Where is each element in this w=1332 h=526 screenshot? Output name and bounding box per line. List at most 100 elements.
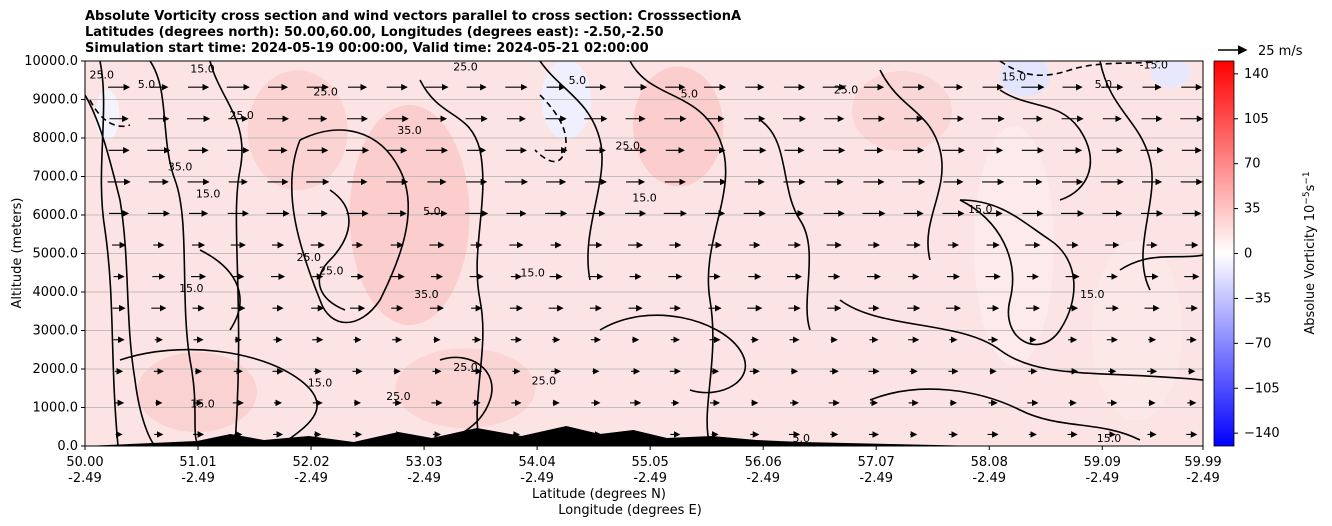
y-tick-label: 7000.0 — [33, 170, 79, 185]
wind-vectors — [107, 83, 1203, 438]
x-tick-label-lon: -2.49 — [68, 471, 102, 486]
contour-line — [419, 79, 484, 446]
field-patch — [973, 125, 1054, 366]
colorbar-label-unit: s — [1303, 184, 1318, 191]
y-tick-label: 10000.0 — [24, 54, 78, 69]
contour-line — [759, 119, 811, 331]
contour-label: 35.0 — [397, 124, 422, 137]
contour-line-negative — [999, 61, 1161, 77]
field-patch — [1150, 61, 1191, 88]
colorbar-tick-label: 140 — [1244, 67, 1269, 82]
contour-line-negative — [89, 99, 131, 127]
contour-line — [119, 348, 318, 446]
x-tick-label-lon: -2.49 — [181, 471, 215, 486]
colorbar-tick-label: −140 — [1244, 426, 1280, 441]
contour-label: 25.0 — [453, 61, 478, 74]
contour-label: 25.0 — [532, 374, 557, 387]
colorbar-tick-label: 0 — [1244, 247, 1252, 262]
contour-label: 25.0 — [834, 84, 859, 97]
contour-labels: 25.0 5.0 15.0 25.0 25.0 35.0 25.0 5.0 5.0 25.0 25.… — [90, 59, 1168, 445]
chart-title-line-3: Simulation start time: 2024-05-19 00:00:… — [85, 41, 649, 56]
contour-label: 15.0 — [1097, 432, 1122, 445]
x-tick-label-lon: -2.49 — [972, 471, 1006, 486]
contour-label: 25.0 — [90, 68, 115, 81]
contour-line — [290, 129, 409, 324]
y-tick-label: 2000.0 — [33, 362, 79, 377]
y-tick-label: 5000.0 — [33, 247, 79, 262]
x-tick-label-lat: 55.05 — [632, 455, 669, 470]
contour-label: 25.0 — [453, 361, 478, 374]
y-tick-label: 8000.0 — [33, 131, 79, 146]
contour-label: 15.0 — [196, 188, 221, 201]
x-tick-label-lat: 59.09 — [1084, 455, 1121, 470]
y-axis-label: Altitude (meters) — [10, 198, 25, 309]
field-patch — [633, 66, 724, 187]
contour-line — [318, 189, 350, 311]
contour-label: 15.0 — [968, 203, 993, 216]
contour-line — [1099, 61, 1153, 291]
colorbar — [1214, 61, 1234, 446]
contour-line — [869, 388, 1141, 441]
field-patch — [851, 71, 952, 152]
y-tick-label: 4000.0 — [33, 285, 79, 300]
contour-label: 5.0 — [569, 74, 587, 87]
colorbar-tick-label: −35 — [1244, 291, 1271, 306]
contour-label: 15.0 — [190, 398, 215, 411]
x-axis: 50.00-2.4951.01-2.4952.02-2.4953.03-2.49… — [66, 446, 1222, 486]
contour-line — [199, 249, 241, 331]
colorbar-label: Absolue Vorticity 10−5s−1 — [1302, 171, 1318, 334]
x-tick-label-lon: -2.49 — [859, 471, 893, 486]
colorbar-label-exp2: −1 — [1302, 171, 1312, 184]
colorbar-tick-label: −70 — [1244, 336, 1271, 351]
quiver-key-label: 25 m/s — [1258, 44, 1303, 59]
x-tick-label-lat: 56.06 — [745, 455, 782, 470]
contour-line — [1119, 254, 1203, 271]
colorbar-tick-label: 70 — [1244, 157, 1261, 172]
contour-label: 25.0 — [313, 86, 338, 99]
contour-label: 15.0 — [179, 282, 204, 295]
y-tick-label: 9000.0 — [33, 93, 79, 108]
y-tick-label: 3000.0 — [33, 324, 79, 339]
x-tick-label-lat: 57.07 — [858, 455, 895, 470]
x-tick-label-lon: -2.49 — [746, 471, 780, 486]
contour-line — [839, 299, 1203, 381]
contour-label: 25.0 — [319, 265, 344, 278]
x-tick-label-lon: -2.49 — [294, 471, 328, 486]
contour-label: 5.0 — [1095, 78, 1113, 91]
contour-line — [209, 61, 243, 446]
x-tick-label-lat: 53.03 — [405, 455, 442, 470]
contour-label: 5.0 — [792, 432, 810, 445]
y-tick-label: 0.0 — [57, 439, 78, 454]
contour-label: 25.0 — [616, 140, 641, 153]
field-patch — [395, 348, 536, 429]
x-tick-label-lon: -2.49 — [633, 471, 667, 486]
contour-line — [879, 69, 943, 261]
contour-label: 15.0 — [520, 267, 545, 280]
x-tick-label-lon: -2.49 — [520, 471, 554, 486]
contour-label: 25.0 — [229, 109, 254, 122]
contour-label: 15.0 — [1002, 70, 1027, 83]
x-tick-label-lon: -2.49 — [407, 471, 441, 486]
x-tick-label-lat: 50.00 — [66, 455, 103, 470]
field-patch — [136, 352, 257, 433]
colorbar-label-main: Absolue Vorticity 10 — [1303, 205, 1318, 335]
contour-label: 5.0 — [681, 88, 699, 101]
contour-label: 15.0 — [308, 376, 333, 389]
colorbar-label-exp1: −5 — [1302, 191, 1312, 204]
x-tick-label-lon: -2.49 — [1186, 471, 1220, 486]
contour-line — [599, 314, 747, 394]
field-patch — [541, 61, 592, 140]
contour-label: 25.0 — [386, 390, 411, 403]
y-tick-label: 6000.0 — [33, 208, 79, 223]
field-patch — [95, 89, 120, 140]
colorbar-ticks: 140 105 70 35 0 −35 −70 −105 −140 — [1234, 67, 1280, 441]
contour-label: -15.0 — [1140, 59, 1168, 72]
terrain-profile — [85, 426, 981, 446]
contour-label: 15.0 — [632, 192, 657, 205]
contour-label: 15.0 — [190, 63, 215, 76]
x-tick-label-lat: 51.01 — [179, 455, 216, 470]
terrain — [85, 426, 981, 446]
chart-title-line-2: Latitudes (degrees north): 50.00,60.00, … — [85, 25, 664, 40]
x-tick-label-lat: 54.04 — [519, 455, 556, 470]
